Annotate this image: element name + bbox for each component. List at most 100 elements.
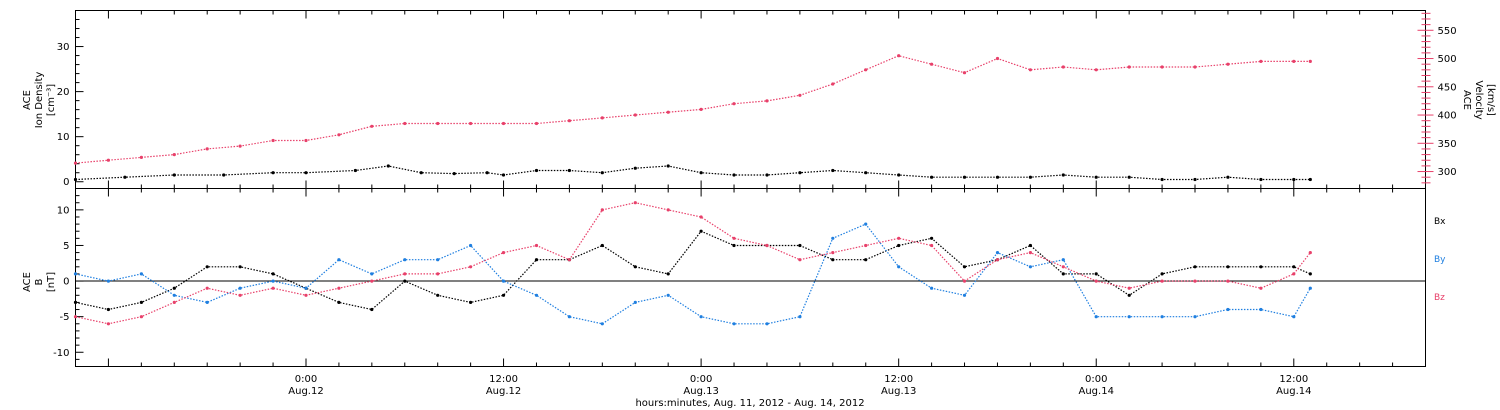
bz-series-line	[75, 202, 1311, 325]
density-point	[222, 173, 226, 177]
bx-point	[831, 258, 835, 262]
bz-point	[666, 208, 670, 212]
bx-point	[436, 293, 440, 297]
density-point	[864, 171, 868, 175]
x-tick-label-time: 12:00	[1279, 374, 1308, 385]
bx-point	[1259, 265, 1263, 269]
b-axis-label-line3: [nT]	[46, 272, 57, 292]
bx-point	[1094, 272, 1098, 276]
data-points	[73, 54, 1312, 326]
x-tick-label-date: Aug.13	[881, 386, 916, 397]
b-axis-label-line1: ACE	[22, 272, 33, 292]
velocity-point	[370, 124, 374, 128]
bz-point	[205, 286, 209, 290]
bz-point	[534, 243, 539, 248]
density-point	[897, 173, 901, 177]
by-point	[1094, 315, 1098, 319]
bz-point	[897, 236, 901, 240]
density-point	[1308, 177, 1312, 182]
velocity-point	[304, 138, 308, 143]
velocity-y-tick-label: 450	[1438, 82, 1457, 93]
bx-point	[798, 243, 802, 248]
velocity-point	[469, 121, 473, 126]
velocity-series-line	[75, 55, 1311, 164]
velocity-y-tick-label: 350	[1438, 139, 1457, 150]
density-point	[699, 171, 703, 175]
bz-point	[370, 279, 374, 283]
bz-point	[1308, 251, 1312, 255]
velocity-point	[962, 71, 967, 75]
velocity-point	[567, 119, 572, 123]
bz-point	[995, 258, 1000, 262]
bz-point	[765, 243, 769, 248]
legend-bx: Bx	[1434, 217, 1446, 227]
velocity-axis-label-line3: [km/s]	[1485, 84, 1496, 116]
bz-point	[1061, 265, 1065, 269]
velocity-point	[1226, 62, 1230, 66]
by-point	[798, 315, 802, 319]
by-point	[765, 322, 769, 326]
bz-point	[1127, 286, 1131, 290]
density-point	[123, 175, 127, 179]
b-y-tick-label: -5	[60, 312, 70, 323]
velocity-point	[337, 133, 341, 137]
x-tick-label-date: Aug.14	[1079, 386, 1114, 397]
by-point	[666, 293, 670, 297]
density-point	[172, 173, 176, 177]
by-point	[304, 286, 308, 290]
velocity-point	[403, 121, 407, 126]
density-y-tick-label: 10	[57, 132, 70, 143]
bx-point	[501, 293, 506, 297]
density-axis-label-line2: Ion Density	[34, 72, 45, 129]
density-axis-label-line1: ACE	[22, 90, 33, 110]
bz-point	[106, 322, 110, 326]
density-point	[1061, 173, 1065, 177]
density-point	[1226, 175, 1230, 179]
velocity-point	[1028, 68, 1032, 72]
bz-point	[304, 293, 308, 297]
velocity-point	[864, 68, 868, 72]
velocity-point	[732, 102, 736, 106]
x-tick-label-date: Aug.12	[288, 386, 323, 397]
velocity-axis-label-line1: ACE	[1461, 90, 1472, 110]
velocity-y-tick-label: 400	[1438, 111, 1457, 122]
bx-point	[666, 272, 670, 276]
density-point	[798, 171, 802, 175]
velocity-point	[930, 62, 934, 66]
by-point	[271, 279, 275, 283]
by-point	[1308, 286, 1312, 290]
bz-point	[831, 251, 835, 255]
by-point	[930, 286, 934, 290]
by-series-line	[75, 223, 1311, 325]
bz-point	[962, 279, 967, 283]
by-point	[469, 243, 473, 248]
by-point	[1193, 315, 1197, 319]
density-point	[831, 168, 835, 173]
legend-by: By	[1434, 255, 1446, 265]
velocity-y-tick-label: 300	[1438, 167, 1457, 178]
bz-point	[501, 251, 506, 255]
x-tick-label-time: 12:00	[489, 374, 518, 385]
by-point	[600, 322, 604, 326]
density-point	[485, 171, 489, 175]
bx-point	[205, 265, 209, 269]
density-point	[1094, 175, 1098, 179]
bz-point	[337, 286, 341, 290]
x-tick-label-date: Aug.12	[486, 386, 521, 397]
x-tick-label-date: Aug.14	[1276, 386, 1311, 397]
bx-point	[962, 265, 967, 269]
bx-point	[1160, 272, 1164, 276]
x-tick-label-time: 0:00	[295, 374, 317, 385]
density-point	[419, 171, 423, 175]
density-point	[995, 175, 1000, 179]
velocity-point	[897, 54, 901, 58]
bx-point	[1193, 265, 1197, 269]
density-y-tick-label: 30	[57, 42, 70, 53]
bx-point	[337, 300, 341, 304]
velocity-point	[765, 99, 769, 103]
density-y-tick-label: 0	[63, 177, 69, 188]
density-point	[452, 172, 456, 176]
bx-point	[600, 243, 604, 248]
by-point	[106, 279, 110, 283]
velocity-point	[699, 107, 703, 111]
